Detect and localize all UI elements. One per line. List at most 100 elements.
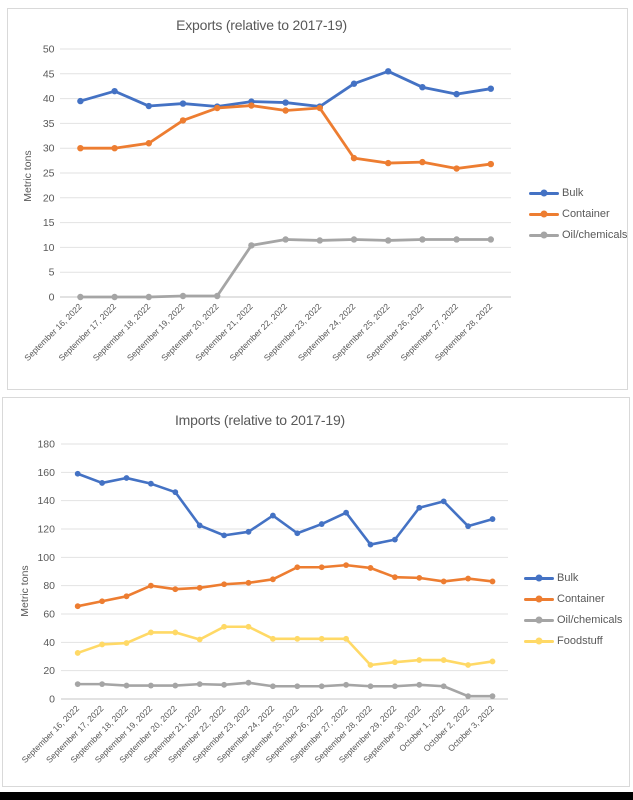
foodstuff-point — [465, 662, 471, 668]
x-tick-label: September 22, 2022 — [227, 301, 289, 363]
legend-item-container: Container — [524, 592, 622, 606]
container-point — [419, 158, 426, 166]
x-tick-label: September 18, 2022 — [91, 301, 153, 363]
bulk-point — [123, 475, 130, 481]
foodstuff-point — [392, 659, 398, 666]
foodstuff-point — [416, 657, 423, 663]
y-tick-label: 140 — [37, 495, 55, 507]
bulk-point — [179, 100, 187, 107]
container-point — [318, 564, 325, 571]
bulk-point — [245, 528, 252, 535]
foodstuff-point — [367, 662, 374, 668]
y-tick-label: 45 — [43, 68, 55, 80]
y-tick-label: 25 — [43, 168, 55, 180]
oil-chemicals-point — [77, 293, 84, 301]
legend-label: Bulk — [557, 572, 579, 584]
bulk-point — [385, 68, 392, 75]
y-tick-label: 10 — [43, 242, 55, 254]
oil-chemicals-point — [343, 681, 349, 688]
foodstuff-point — [440, 657, 447, 663]
oil-chemicals-point — [245, 679, 252, 686]
container-point — [196, 584, 203, 591]
oil-chemicals-point — [145, 293, 152, 301]
container-point — [343, 562, 349, 569]
x-tick-label: September 25, 2022 — [330, 301, 392, 363]
oil-chemicals-point — [350, 236, 358, 243]
foodstuff-point — [74, 650, 81, 656]
oil-chemicals-line — [79, 238, 493, 299]
container-point — [99, 598, 105, 605]
container-point — [392, 574, 398, 581]
container-point — [350, 154, 358, 162]
x-tick-label: September 23, 2022 — [262, 301, 324, 363]
oil-chemicals-point — [221, 681, 228, 688]
y-tick-label: 15 — [43, 217, 55, 229]
bulk-point — [440, 498, 447, 505]
legend-label: Bulk — [562, 187, 584, 199]
foodstuff-point — [270, 635, 276, 642]
container-legend-dot-icon — [535, 595, 543, 603]
bulk-legend-marker-icon — [524, 574, 554, 582]
bulk-point — [318, 521, 325, 527]
x-tick-label: September 26, 2022 — [364, 301, 426, 363]
container-point — [270, 576, 276, 583]
bulk-point — [419, 83, 426, 91]
oil-chemicals-point — [214, 292, 221, 300]
container-point — [385, 159, 392, 167]
y-tick-label: 80 — [43, 580, 55, 592]
container-point — [487, 160, 494, 168]
bulk-legend-marker-icon — [529, 189, 559, 197]
y-tick-label: 30 — [43, 143, 55, 155]
bulk-point — [350, 80, 358, 87]
exports-chart-panel: Exports (relative to 2017-19) Metric ton… — [7, 8, 628, 390]
foodstuff-point — [148, 629, 154, 636]
y-tick-label: 20 — [43, 192, 55, 204]
y-tick-label: 35 — [43, 118, 55, 130]
bulk-point — [282, 99, 289, 106]
oil-chemicals-point — [367, 683, 374, 690]
container-point — [440, 578, 447, 585]
oil-chemicals-legend-marker-icon — [524, 616, 554, 624]
container-point — [179, 117, 187, 124]
bulk-point — [77, 97, 84, 105]
foodstuff-point — [245, 623, 252, 630]
container-point — [367, 565, 374, 571]
bulk-point — [196, 522, 203, 529]
foodstuff-point — [172, 629, 179, 636]
oil-chemicals-legend-marker-icon — [529, 231, 559, 239]
container-line — [76, 563, 494, 608]
bulk-point — [111, 87, 118, 95]
legend-item-foodstuff: Foodstuff — [524, 634, 622, 648]
bulk-point — [270, 512, 276, 519]
oil-chemicals-point — [440, 683, 447, 690]
oil-chemicals-point — [179, 292, 187, 300]
legend-item-container: Container — [529, 207, 627, 221]
container-point — [294, 564, 301, 571]
bulk-legend-dot-icon — [535, 574, 543, 582]
bulk-point — [465, 523, 471, 530]
foodstuff-legend-marker-icon — [524, 637, 554, 645]
imports-legend: Bulk Container Oil/chemicals Foodstuff — [524, 571, 622, 648]
oil-chemicals-point — [294, 683, 301, 690]
x-tick-label: September 27, 2022 — [398, 301, 460, 363]
y-tick-label: 0 — [49, 292, 55, 304]
bulk-point — [416, 504, 423, 511]
container-line — [79, 104, 493, 170]
foodstuff-point — [294, 635, 301, 642]
foodstuff-point — [343, 635, 349, 642]
x-tick-label: September 28, 2022 — [433, 301, 495, 363]
container-legend-dot-icon — [540, 210, 548, 218]
x-tick-label: September 21, 2022 — [193, 301, 255, 363]
bottom-black-bar — [0, 792, 633, 800]
y-tick-label: 40 — [43, 637, 55, 649]
legend-item-bulk: Bulk — [529, 186, 627, 200]
oil-chemicals-point — [392, 683, 398, 690]
legend-label: Oil/chemicals — [557, 614, 623, 626]
oil-chemicals-point — [316, 237, 323, 244]
oil-chemicals-point — [453, 236, 460, 243]
container-point — [214, 104, 221, 112]
container-point — [248, 102, 255, 109]
container-point — [74, 603, 81, 610]
oil-chemicals-legend-dot-icon — [535, 616, 543, 624]
